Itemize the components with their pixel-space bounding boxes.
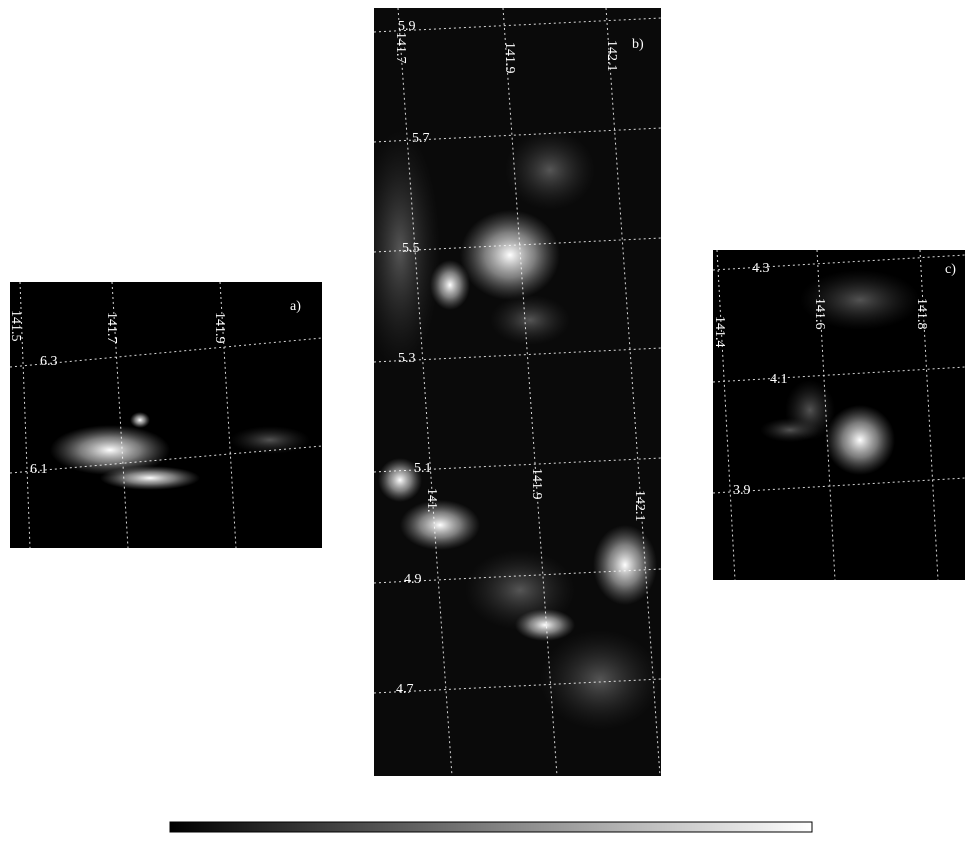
cloud [515,609,575,641]
lon-label: 141.4 [712,316,727,348]
lon-label: 141.9 [212,312,227,344]
panel-label: a) [290,299,301,314]
lat-label: 4.7 [396,682,414,697]
lat-label: 4.3 [752,261,770,276]
cloud [825,405,895,475]
lon-label: 141.8 [914,298,929,330]
cloud [230,426,310,454]
cloud [360,130,440,370]
lat-label: 5.5 [402,241,420,256]
cloud [490,295,570,345]
cloud [760,418,820,442]
lat-label: 4.9 [404,572,422,587]
panel-label: b) [632,37,644,52]
lat-label: 6.3 [40,354,58,369]
panel-c: 4.3 4.1 3.9 141.4 141.6 141.8 c) [712,250,965,580]
panel-label: c) [945,262,956,277]
cloud [460,210,560,300]
lat-label: 4.1 [770,372,788,387]
lat-label: 5.3 [398,351,416,366]
lat-label: 6.1 [30,462,48,477]
colorbar-ramp [170,822,812,832]
lon-label: 141.9 [529,468,544,500]
cloud [430,260,470,310]
lon-label: 142.1 [604,40,619,72]
lon-label: 141.9 [502,42,517,74]
lon-label: 141.5 [8,310,23,342]
colorbar [170,822,812,832]
cloud [505,130,595,210]
cloud [130,412,150,428]
panel-a: 6.3 6.1 141.5 141.7 141.9 a) [8,282,322,548]
lon-label: 141.7 [104,312,119,344]
panel-b: 5.9 5.7 5.5 5.3 5.1 4.9 4.7 141.7 141.9 … [360,8,661,776]
cloud [100,466,200,490]
lon-label: 141.6 [812,298,827,330]
cloud [400,500,480,550]
lat-label: 3.9 [733,483,751,498]
figure: 05101520253035404550 6.3 6.1 141.5 141.7… [0,0,965,864]
lat-label: 5.1 [414,461,432,476]
lon-label: 141.7 [393,32,408,64]
lat-label: 5.7 [412,131,430,146]
cloud [540,630,660,730]
panel-bg [10,282,322,548]
lon-label: 141. [424,488,439,513]
lon-label: 142.1 [632,490,647,522]
